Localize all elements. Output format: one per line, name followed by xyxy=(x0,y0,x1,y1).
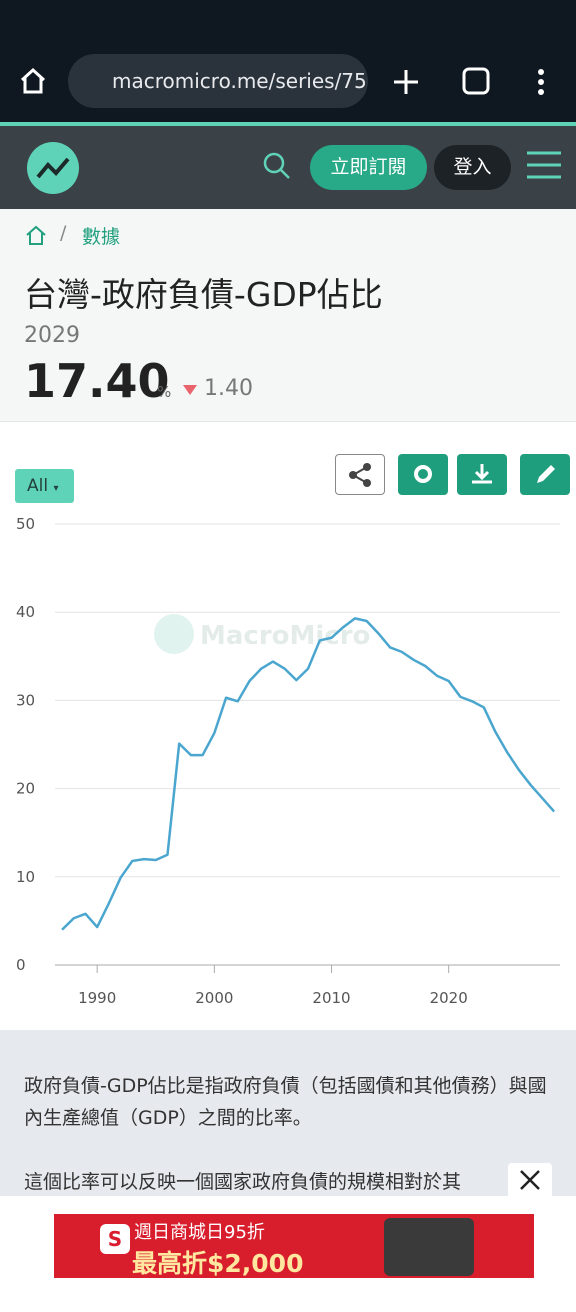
watermark: MacroMicro xyxy=(200,621,370,651)
x-tick-label: 2000 xyxy=(195,989,233,1007)
unit: % xyxy=(157,383,172,401)
y-tick-label: 0 xyxy=(16,956,26,974)
url-bar[interactable]: macromicro.me/series/75 xyxy=(68,54,368,108)
value: 17.40 xyxy=(24,354,170,408)
title: 台灣-政府負債-GDP佔比 xyxy=(24,275,383,314)
y-tick-label: 10 xyxy=(16,868,35,886)
x-tick-label: 2010 xyxy=(312,989,350,1007)
breadcrumb[interactable]: 數據 xyxy=(82,226,121,248)
y-tick-label: 30 xyxy=(16,691,35,709)
y-tick-label: 20 xyxy=(16,780,35,798)
edit-icon xyxy=(537,465,555,483)
share-button[interactable] xyxy=(335,454,385,495)
x-tick-label: 2020 xyxy=(430,989,468,1007)
menu[interactable] xyxy=(536,68,546,96)
year: 2029 xyxy=(24,323,80,348)
hamburger[interactable] xyxy=(527,150,561,180)
subscribe-button[interactable]: 立即訂閱 xyxy=(310,145,427,190)
chart: MacroMicro 0 10 20 30 40 50 1990 2000 2010 2020 xyxy=(16,515,560,1007)
crumb-home[interactable] xyxy=(25,224,47,246)
x-tick-label: 1990 xyxy=(78,989,116,1007)
login-button[interactable]: 登入 xyxy=(434,145,511,190)
paragraph: 這個比率可以反映一個國家政府負債的規模相對於其 xyxy=(24,1171,462,1193)
y-tick-label: 50 xyxy=(16,515,35,533)
close-ad[interactable] xyxy=(508,1163,552,1199)
accent xyxy=(0,122,576,126)
settings-button[interactable] xyxy=(398,454,448,495)
paragraph: 政府負債-GDP佔比是指政府負債（包括國債和其他債務）與國內生產總值（GDP）之… xyxy=(24,1075,547,1129)
change: 1.40 xyxy=(204,376,253,401)
tabs[interactable] xyxy=(462,67,490,95)
download-icon xyxy=(472,464,492,484)
search[interactable] xyxy=(262,151,292,181)
ad-image xyxy=(384,1218,474,1276)
data-line xyxy=(61,617,556,931)
summary xyxy=(0,209,576,422)
logo[interactable] xyxy=(26,141,80,195)
ad-line1: 週日商城日95折 xyxy=(134,1222,265,1243)
ad-logo: S xyxy=(100,1224,130,1254)
share-icon xyxy=(349,463,371,487)
down-arrow xyxy=(183,385,197,395)
range-button[interactable]: All ▾ xyxy=(15,469,74,503)
home-icon[interactable] xyxy=(18,66,48,96)
gear-icon xyxy=(414,465,432,483)
new-tab[interactable] xyxy=(392,68,420,96)
crumb-sep: / xyxy=(60,222,67,244)
close-icon xyxy=(520,1170,540,1190)
range-label[interactable]: All xyxy=(27,476,49,496)
y-tick-label: 40 xyxy=(16,603,35,621)
watermark-logo xyxy=(154,614,194,654)
description: 政府負債-GDP佔比是指政府負債（包括國債和其他債務）與國內生產總值（GDP）之… xyxy=(0,1030,576,1196)
ad-banner[interactable]: S 週日商城日95折 最高折$2,000 xyxy=(54,1214,534,1278)
ad-line2: 最高折$2,000 xyxy=(132,1249,304,1278)
edit-button[interactable] xyxy=(520,454,570,495)
download-button[interactable] xyxy=(457,454,507,495)
